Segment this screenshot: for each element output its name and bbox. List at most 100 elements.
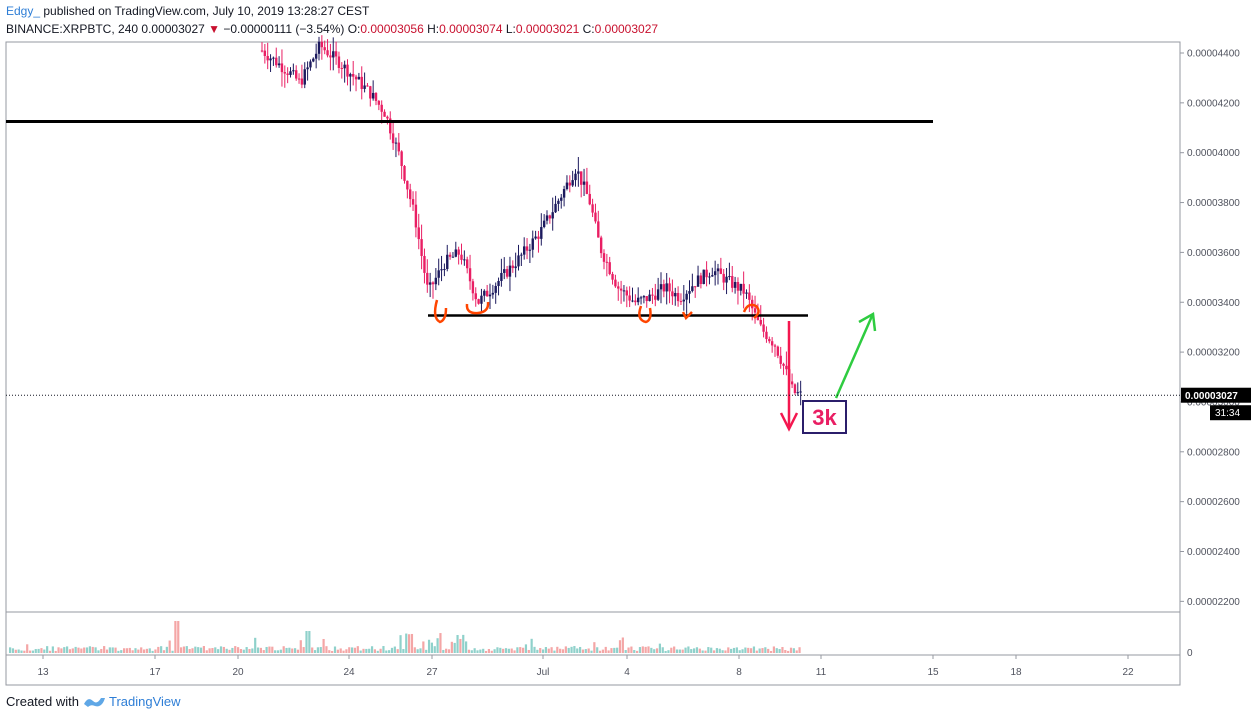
volume-bar (638, 647, 642, 653)
volume-bar (678, 649, 681, 653)
time-axis[interactable]: 13 17 20 24 27 Jul 4 8 11 15 18 22 0 (37, 648, 1193, 678)
volume-bar (707, 647, 710, 653)
down-triangle-icon: ▼ (208, 22, 221, 36)
candle-body (708, 276, 711, 278)
candle-body (337, 56, 341, 68)
bounce-marker (465, 301, 490, 315)
volume-bar (342, 650, 345, 653)
volume-bar (120, 650, 123, 653)
volume-bar (125, 648, 129, 653)
x-tick-label: Jul (537, 667, 550, 678)
volume-bar (237, 647, 240, 653)
volume-bar (239, 649, 243, 653)
candle-body (468, 268, 472, 282)
volume-bar (345, 649, 348, 653)
volume-bar (268, 646, 271, 653)
volume-bar (177, 621, 180, 653)
candle-body (480, 295, 483, 304)
candle-body (722, 273, 725, 283)
volume-bar (456, 635, 459, 653)
volume-bar (20, 650, 23, 653)
candle-body (711, 275, 714, 277)
candle-body (671, 291, 674, 297)
candle-body (303, 69, 306, 85)
y-tick-label: 0.00003400 (1187, 298, 1240, 309)
volume-bar (191, 648, 194, 653)
candle-body (691, 286, 694, 292)
candle-body (437, 270, 440, 278)
candle-body (511, 265, 514, 269)
volume-bar (487, 648, 490, 653)
volume-bar (34, 649, 37, 653)
candle-body (580, 171, 583, 185)
candle-body (605, 261, 609, 263)
volume-bar (775, 648, 778, 653)
volume-bar (46, 646, 49, 653)
author-link[interactable]: Edgy_ (6, 4, 41, 18)
volume-bar (661, 647, 664, 653)
volume-bar (633, 650, 636, 653)
candle-body (685, 293, 688, 300)
candle-body (759, 319, 762, 325)
tradingview-brand[interactable]: TradingView (108, 694, 181, 709)
volume-bar (687, 646, 690, 653)
candle-body (782, 363, 785, 366)
candle-body (391, 133, 395, 144)
volume-bar (516, 647, 519, 653)
candle-body (448, 254, 452, 257)
candle-body (619, 288, 623, 291)
volume-bar (168, 640, 171, 653)
volume-bar (755, 650, 758, 653)
candle-body (352, 74, 355, 77)
countdown-box (1210, 405, 1251, 421)
volume-bar (493, 649, 496, 653)
volume-bar (727, 647, 730, 653)
price-axis[interactable]: 0.00004400 0.00004200 0.00004000 0.00003800… (1180, 49, 1240, 608)
volume-bar (17, 649, 20, 653)
volume-bar (587, 648, 590, 653)
candle-body (312, 58, 315, 62)
volume-bar (370, 646, 374, 653)
volume-bar (576, 648, 579, 653)
volume-bar (128, 647, 131, 653)
volume-bar (319, 647, 322, 653)
candle-body (363, 85, 366, 89)
volume-bar (331, 650, 334, 653)
volume-bar (11, 648, 15, 653)
candle-body (534, 236, 537, 239)
candle-body (719, 268, 723, 274)
candle-body (451, 256, 455, 258)
volume-bar (422, 641, 425, 653)
volume-bar (561, 649, 565, 653)
volume-bar (271, 646, 274, 653)
candle-body (320, 41, 324, 48)
volume-bar (673, 646, 676, 653)
candle-body (340, 67, 343, 69)
volume-bar (695, 647, 699, 653)
volume-bar (462, 634, 465, 653)
volume-bar (362, 648, 365, 653)
y-tick-label: 0.00004200 (1187, 98, 1240, 109)
volume-bar (604, 646, 607, 653)
candle-body (665, 283, 668, 292)
volume-bar (761, 648, 764, 653)
candle-body (648, 294, 651, 302)
volume-bar (285, 647, 288, 653)
price-change: −0.00000111 (−3.54%) (223, 22, 345, 36)
x-tick-label: 18 (1010, 667, 1022, 678)
volume-bar (148, 648, 151, 653)
volume-bar (393, 646, 396, 653)
volume-bar (54, 650, 57, 653)
candle-body (753, 308, 757, 313)
volume-bar (48, 650, 52, 653)
volume-bar (336, 649, 339, 653)
volume-bar (28, 650, 32, 653)
volume-bar (282, 646, 285, 653)
volume-bar (641, 646, 644, 653)
volume-bar (704, 650, 707, 653)
volume-bar (234, 646, 237, 653)
candle-body (548, 215, 552, 219)
candle-body (403, 166, 406, 181)
volume-bar (162, 650, 166, 653)
